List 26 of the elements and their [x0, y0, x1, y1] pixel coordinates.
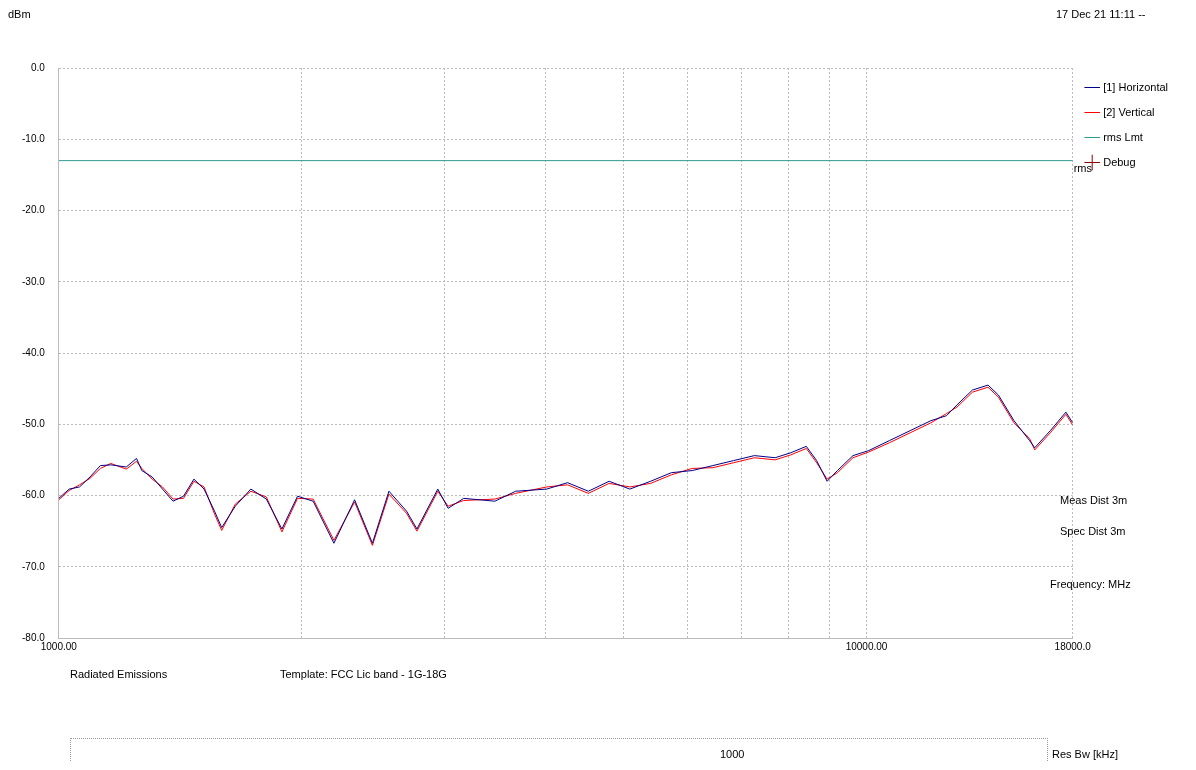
y-tick-label: 0.0: [30, 61, 46, 73]
y-tick-label: -50.0: [22, 418, 46, 429]
x-axis-title: Frequency: MHz: [1050, 578, 1131, 590]
annotation: Spec Dist 3m: [1060, 525, 1126, 537]
y-tick-label: -30.0: [22, 275, 46, 287]
legend-label: [1] Horizontal: [1103, 80, 1168, 93]
y-tick-label: -70.0: [22, 560, 46, 572]
y-axis-title: dBm: [8, 8, 31, 20]
y-tick-label: -20.0: [22, 204, 46, 216]
y-tick-label: -10.0: [22, 133, 46, 144]
legend-label: rms Lmt: [1103, 130, 1143, 143]
text: 1000: [720, 748, 745, 760]
y-tick-label: -40.0: [22, 346, 46, 358]
x-tick-label: 10000.00: [845, 640, 888, 652]
legend-label: [2] Vertical: [1103, 105, 1155, 118]
x-tick-label: 18000.0: [1054, 640, 1092, 652]
x-tick-label: 1000.00: [40, 640, 78, 652]
text: 17 Dec 21 11:11 --: [1056, 8, 1146, 20]
y-tick-label: -60.0: [22, 489, 46, 501]
text: Template: FCC Lic band - 1G-18G: [280, 668, 447, 680]
legend-label: Debug: [1103, 155, 1136, 168]
annotation: Meas Dist 3m: [1060, 494, 1128, 506]
annotation: rms: [1073, 161, 1093, 174]
text: Radiated Emissions: [70, 668, 168, 680]
y-tick-label: -80.0: [22, 631, 46, 643]
text: Res Bw [kHz]: [1052, 748, 1119, 760]
